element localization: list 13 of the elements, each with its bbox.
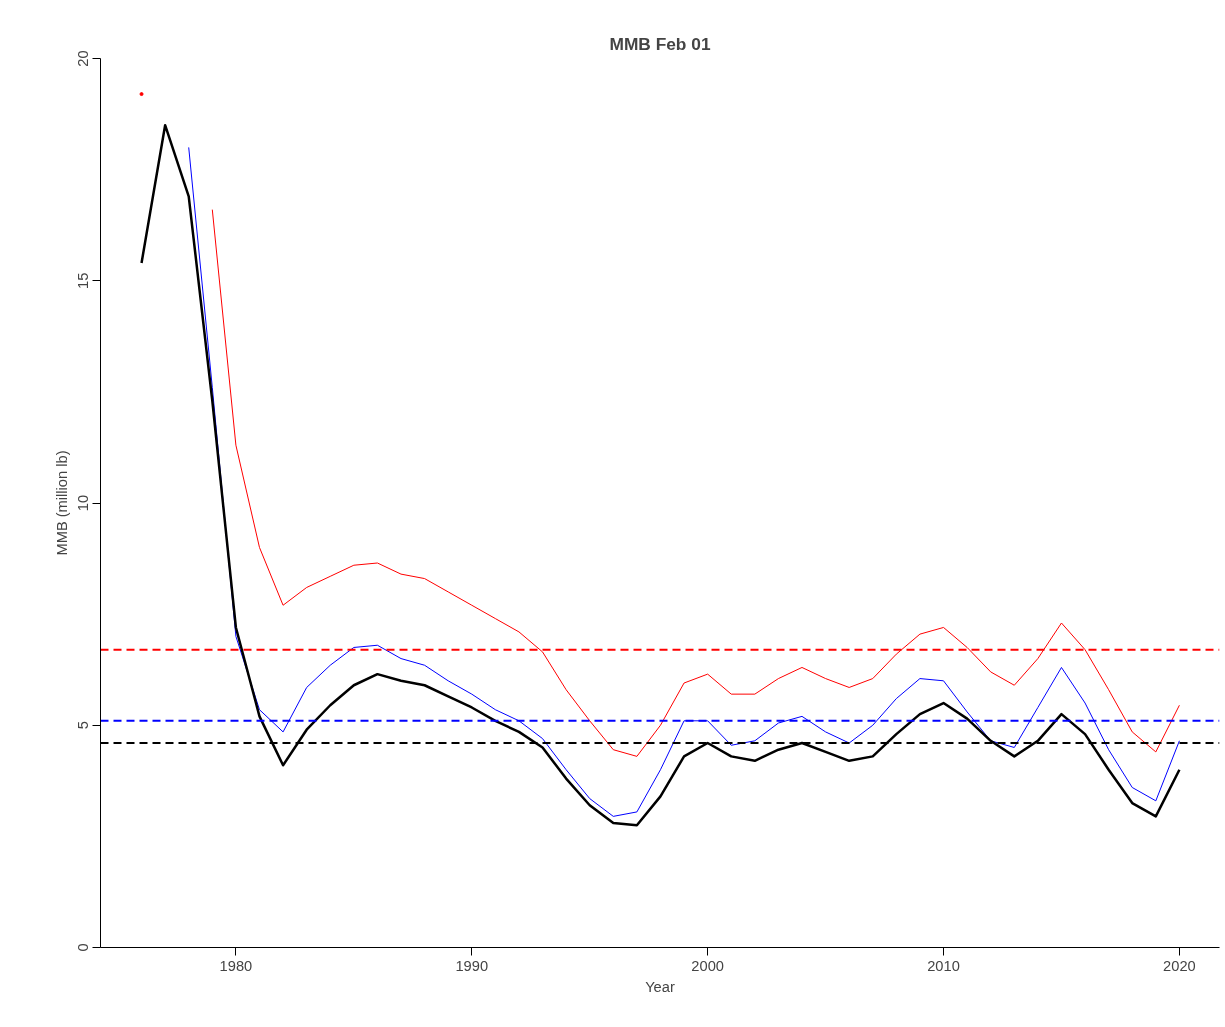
y-tick-label: 15 [74,272,91,289]
x-axis-title: Year [645,978,675,995]
x-tick-label: 1990 [455,957,489,974]
x-tick-label: 1980 [219,957,253,974]
y-tick-label: 20 [74,50,91,67]
y-tick-label: 10 [74,494,91,512]
y-tick-label: 0 [74,943,91,952]
y-tick-label: 5 [74,721,91,730]
chart-title: MMB Feb 01 [609,33,711,54]
x-tick-label: 2000 [691,957,724,974]
x-tick-label: 2020 [1163,957,1196,974]
y-axis-title: MMB (million lb) [53,450,70,556]
x-tick-label: 2010 [927,957,960,974]
